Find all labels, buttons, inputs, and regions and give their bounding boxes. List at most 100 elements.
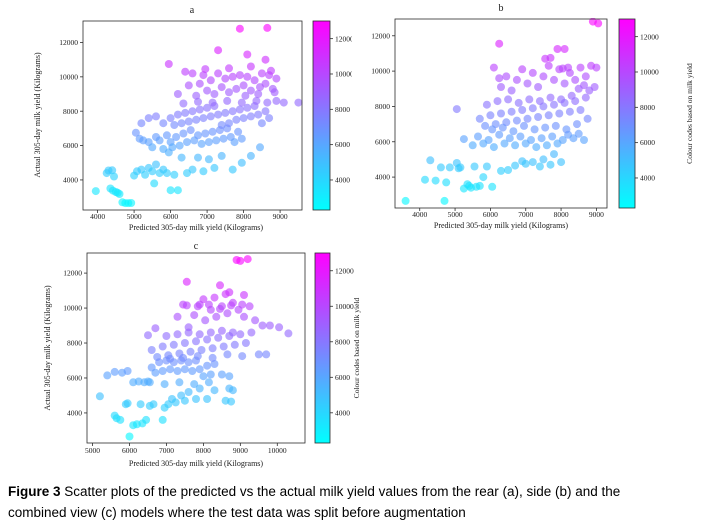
y-tick-label: 8000 (375, 102, 390, 111)
scatter-point (252, 96, 261, 105)
scatter-point (272, 96, 281, 105)
scatter-point (173, 367, 182, 375)
scatter-point (495, 74, 504, 83)
x-tick-label: 9000 (273, 212, 288, 221)
scatter-point (144, 331, 152, 340)
scatter-point (518, 106, 527, 114)
scatter-point (514, 98, 523, 107)
scatter-point (232, 115, 241, 124)
x-tick-label: 7000 (159, 446, 174, 455)
scatter-point (201, 65, 210, 74)
y-tick-label: 6000 (375, 137, 390, 146)
scatter-point (537, 134, 546, 143)
scatter-point (199, 372, 208, 381)
colorbar-tick-label: 6000 (335, 373, 350, 382)
scatter-point (550, 150, 558, 159)
scatter-point (123, 399, 132, 408)
scatter-point (459, 135, 468, 144)
scatter-point (208, 127, 217, 136)
scatter-point (241, 91, 250, 100)
scatter-point (247, 328, 256, 337)
scatter-point (195, 365, 204, 374)
scatter-point (246, 62, 255, 71)
scatter-point (581, 72, 590, 81)
colorbar-tick-label: 10000 (640, 68, 659, 77)
y-tick-label: 8000 (67, 339, 82, 348)
scatter-point (237, 158, 246, 167)
scatter-point (267, 66, 275, 75)
scatter-point (152, 112, 160, 121)
scatter-point (238, 352, 247, 361)
scatter-point (195, 330, 204, 339)
scatter-point (181, 67, 190, 76)
scatter-point (173, 90, 182, 98)
scatter-point (210, 386, 219, 395)
scatter-point (243, 50, 252, 59)
scatter-point (523, 114, 532, 123)
scatter-point (470, 162, 479, 171)
scatter-point (272, 74, 281, 83)
scatter-point (148, 167, 157, 176)
scatter-point (230, 138, 239, 147)
scatter-point (108, 166, 117, 175)
scatter-point (152, 160, 160, 169)
scatter-plot-b: 4000 5000 6000 7000 8000 9000 4000 6000 8000 1000… (371, 3, 694, 230)
scatter-point (256, 83, 264, 92)
scatter-plot-a: 4000 5000 6000 7000 8000 9000 4000 6000 8000 1000… (33, 5, 352, 232)
scatter-point (546, 160, 555, 169)
scatter-point (564, 63, 573, 72)
colorbar-tick-label: 8000 (640, 103, 655, 112)
scatter-point (195, 79, 204, 88)
scatter-point (590, 83, 599, 91)
scatter-point (197, 139, 206, 148)
scatter-point (225, 119, 233, 128)
scatter-point (254, 90, 263, 98)
scatter-point (190, 380, 199, 389)
scatter-point (110, 367, 119, 376)
x-axis-label: Predicted 305-day milk yield (Kilograms) (434, 221, 569, 230)
scatter-point (197, 346, 206, 354)
scatter-point (489, 143, 498, 152)
scatter-point (203, 335, 212, 344)
scatter-point (170, 121, 179, 129)
scatter-point (234, 127, 243, 136)
scatter-point (567, 91, 576, 100)
scatter-point (206, 112, 215, 121)
scatter-point (148, 143, 157, 152)
chart-title: c (194, 241, 199, 252)
plot-frame (86, 252, 306, 444)
scatter-point (482, 100, 491, 109)
x-tick-label: 9000 (233, 446, 248, 455)
scatter-point (500, 139, 509, 148)
scatter-point (184, 323, 193, 332)
scatter-point (180, 339, 189, 347)
scatter-point (184, 358, 193, 367)
scatter-point (95, 392, 104, 401)
scatter-point (203, 361, 212, 370)
scatter-point (217, 83, 226, 92)
scatter-point (208, 344, 217, 353)
scatter-point (263, 98, 272, 107)
scatter-point (142, 415, 151, 424)
scatter-point (456, 163, 465, 172)
scatter-point (225, 64, 233, 73)
scatter-point (168, 143, 177, 152)
scatter-point (261, 55, 270, 64)
scatter-point (201, 129, 210, 138)
y-tick-label: 12000 (59, 38, 78, 47)
figure-caption: Figure 3 Scatter plots of the predicted … (8, 481, 702, 524)
scatter-point (562, 125, 571, 134)
scatter-point (162, 131, 171, 140)
scatter-point (512, 116, 521, 125)
scatter-point (583, 114, 592, 123)
scatter-point (172, 133, 181, 141)
scatter-point (581, 93, 590, 102)
x-tick-label: 5000 (448, 210, 463, 219)
scatter-point (150, 179, 159, 188)
scatter-point (546, 53, 555, 62)
scatter-point (173, 186, 182, 195)
scatter-point (505, 134, 514, 143)
scatter-point (243, 103, 252, 112)
scatter-point (245, 302, 254, 311)
scatter-point (230, 340, 239, 349)
